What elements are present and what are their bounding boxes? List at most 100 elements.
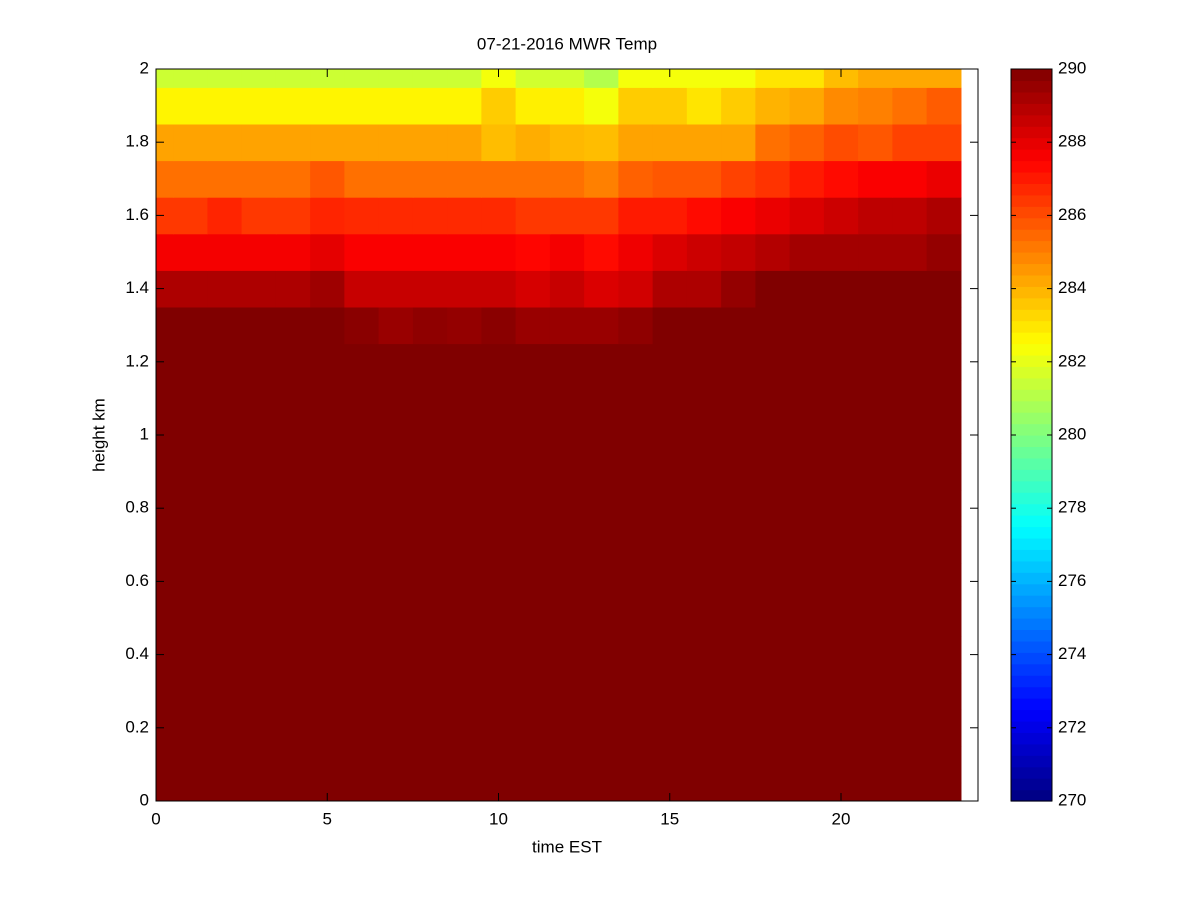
heatmap-cell (207, 599, 243, 637)
heatmap-cell (926, 233, 962, 271)
heatmap-cell (241, 380, 277, 418)
heatmap-cell (156, 343, 174, 381)
heatmap-cell (584, 306, 619, 345)
heatmap-cell (447, 636, 482, 674)
y-tick-label: 0 (140, 790, 149, 809)
heatmap-cell (156, 233, 174, 271)
heatmap-cell (310, 489, 345, 528)
heatmap-cell (789, 746, 825, 784)
colorbar-band (1011, 377, 1052, 390)
heatmap-cell (310, 270, 345, 308)
heatmap-cell (549, 672, 585, 711)
heatmap-cell (652, 69, 688, 88)
colorbar-band (1011, 686, 1052, 699)
heatmap-cell (515, 123, 551, 162)
heatmap-cell (549, 453, 585, 491)
heatmap-cell (618, 709, 654, 747)
chart-title: 07-21-2016 MWR Temp (477, 34, 657, 53)
heatmap-cell (173, 599, 208, 637)
heatmap-cell (823, 709, 859, 747)
heatmap-cell (549, 599, 585, 637)
heatmap-cell (207, 123, 243, 162)
heatmap-cell (156, 709, 174, 747)
colorbar-band (1011, 515, 1052, 528)
heatmap-cell (481, 233, 517, 271)
heatmap-cell (686, 453, 722, 491)
heatmap-cell (549, 563, 585, 601)
colorbar-band (1011, 709, 1052, 722)
heatmap-cell (275, 599, 311, 637)
colorbar-band (1011, 229, 1052, 242)
heatmap-cell (755, 416, 791, 454)
heatmap-cell (515, 599, 551, 637)
heatmap-cell (789, 343, 825, 381)
colorbar-band (1011, 583, 1052, 596)
heatmap-cell (584, 526, 619, 564)
heatmap-cell (344, 306, 380, 345)
colorbar-band (1011, 183, 1052, 196)
colorbar-band (1011, 114, 1052, 127)
heatmap-cell (755, 343, 791, 381)
heatmap-cell (173, 123, 208, 162)
heatmap-cell (652, 599, 688, 637)
heatmap-cell (310, 709, 345, 747)
heatmap-cell (926, 197, 962, 235)
heatmap-cell (686, 416, 722, 454)
y-tick-label: 1.8 (125, 132, 149, 151)
heatmap-cell (789, 709, 825, 747)
heatmap-cell (173, 453, 208, 491)
heatmap-cell (310, 306, 345, 345)
colorbar-band (1011, 640, 1052, 653)
heatmap-cell (584, 746, 619, 784)
heatmap-cell (173, 306, 208, 345)
heatmap-cell (241, 489, 277, 528)
heatmap-cell (549, 709, 585, 747)
heatmap-cell (207, 526, 243, 564)
heatmap-cell (858, 416, 893, 454)
colorbar-band (1011, 240, 1052, 253)
heatmap-cell (447, 160, 482, 198)
heatmap-cell (173, 672, 208, 711)
heatmap-cell (926, 563, 962, 601)
heatmap-cell (412, 709, 448, 747)
heatmap-cell (156, 160, 174, 198)
heatmap-cell (412, 197, 448, 235)
y-tick-label: 0.4 (125, 644, 149, 663)
colorbar-band (1011, 629, 1052, 642)
heatmap-cell (892, 416, 928, 454)
heatmap-cell (549, 160, 585, 198)
heatmap-cell (892, 489, 928, 528)
heatmap-cell (584, 709, 619, 747)
heatmap-cell (892, 87, 928, 125)
colorbar-band (1011, 343, 1052, 356)
colorbar-band (1011, 618, 1052, 631)
heatmap-cell (207, 160, 243, 198)
heatmap-cell (173, 87, 208, 125)
heatmap-cell (344, 636, 380, 674)
heatmap-cell (549, 746, 585, 784)
heatmap-cell (789, 270, 825, 308)
heatmap-cell (584, 87, 619, 125)
colorbar-band (1011, 412, 1052, 425)
heatmap-cell (823, 746, 859, 784)
heatmap-cell (686, 69, 722, 88)
colorbar-band (1011, 435, 1052, 448)
colorbar-band (1011, 778, 1052, 791)
heatmap-cell (173, 343, 208, 381)
heatmap-cell (412, 453, 448, 491)
heatmap-cell (721, 306, 756, 345)
x-tick-label: 0 (151, 809, 160, 828)
heatmap-cell (515, 380, 551, 418)
heatmap-cell (892, 197, 928, 235)
heatmap-cell (584, 197, 619, 235)
heatmap-cell (310, 453, 345, 491)
heatmap-cell (378, 197, 414, 235)
heatmap-cell (686, 160, 722, 198)
colorbar-band (1011, 69, 1052, 82)
heatmap-cell (686, 672, 722, 711)
heatmap-cell (275, 672, 311, 711)
heatmap-cell (618, 563, 654, 601)
heatmap-cell (618, 380, 654, 418)
colorbar-band (1011, 171, 1052, 184)
heatmap-cell (275, 489, 311, 528)
